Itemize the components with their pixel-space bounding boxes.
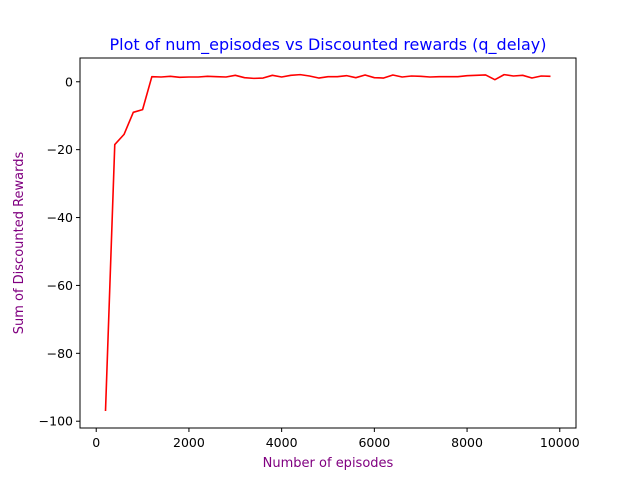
x-tick-label: 6000 bbox=[358, 435, 390, 450]
y-tick-label: −60 bbox=[47, 278, 73, 293]
x-axis-label: Number of episodes bbox=[263, 456, 394, 471]
y-tick-label: −100 bbox=[39, 414, 73, 429]
x-tick-label: 10000 bbox=[540, 435, 580, 450]
x-tick-label: 0 bbox=[92, 435, 100, 450]
plot-area bbox=[104, 73, 551, 412]
y-tick-label: −20 bbox=[47, 142, 73, 157]
y-axis-label: Sum of Discounted Rewards bbox=[12, 151, 27, 334]
chart-title: Plot of num_episodes vs Discounted rewar… bbox=[109, 35, 546, 55]
x-axis: 0 2000 4000 6000 8000 10000 bbox=[92, 428, 580, 450]
x-tick-label: 2000 bbox=[173, 435, 205, 450]
y-tick-label: −40 bbox=[47, 210, 73, 225]
x-tick-label: 8000 bbox=[451, 435, 483, 450]
y-tick-label: −80 bbox=[47, 346, 73, 361]
series-line bbox=[104, 73, 551, 412]
y-tick-label: 0 bbox=[65, 74, 73, 89]
x-tick-label: 4000 bbox=[266, 435, 298, 450]
axes-frame bbox=[79, 57, 577, 429]
y-axis: 0 −20 −40 −60 −80 −100 bbox=[39, 74, 80, 429]
